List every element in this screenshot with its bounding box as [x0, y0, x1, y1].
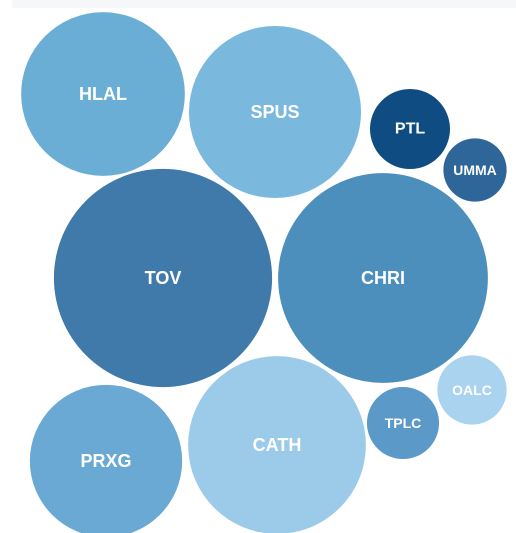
bubble: [188, 356, 366, 533]
bubble: [278, 173, 488, 383]
bubble: [443, 138, 507, 202]
bubble: [29, 384, 183, 533]
top-strip: [12, 0, 516, 8]
bubble-label: CHRI: [361, 268, 405, 288]
bubble-label: UMMA: [453, 162, 497, 178]
bubble-label: TOV: [145, 268, 182, 288]
bubble: [437, 355, 507, 425]
bubble: [370, 89, 450, 169]
bubble: [366, 386, 440, 460]
bubble: [188, 25, 362, 199]
bubble: [53, 168, 273, 388]
bubble-label: HLAL: [79, 84, 127, 104]
bubble: [21, 12, 185, 176]
bubble-label: SPUS: [250, 102, 299, 122]
bubble-label: OALC: [452, 382, 492, 398]
bubble-label: CATH: [253, 435, 302, 455]
bubble-label: PRXG: [80, 451, 131, 471]
bubble-label: TPLC: [385, 415, 422, 431]
bubble-label: PTL: [395, 121, 425, 138]
